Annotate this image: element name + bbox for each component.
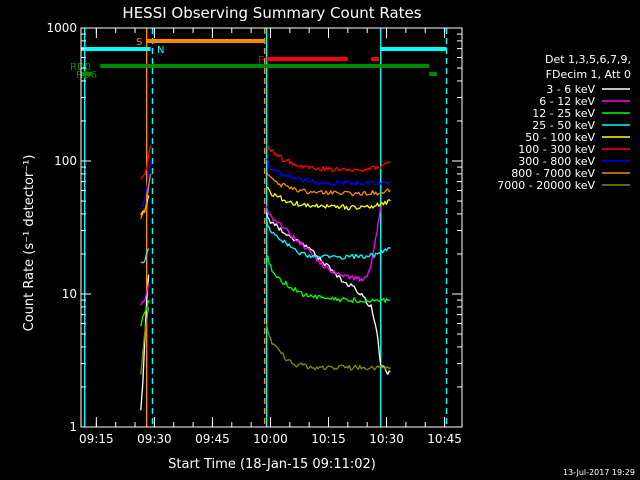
axes: 1 10 100 1000 09:15 09:30 09:45 10:00 10:15 10:30… (46, 21, 463, 446)
legend-entry-label: 300 - 800 keV (518, 155, 595, 168)
x-tick-label: 09:15 (79, 432, 114, 446)
legend-header-line2: FDecim 1, Att 0 (546, 68, 631, 81)
flag-bar-rd0 (100, 64, 430, 68)
series-line-6 (266, 158, 391, 187)
series-lines (140, 144, 391, 411)
plot-area (84, 28, 448, 427)
flag-bar-n (81, 47, 151, 51)
series-line-8 (140, 306, 150, 375)
y-tick-label: 100 (54, 154, 77, 168)
series-line-8 (265, 323, 391, 371)
series-line-2 (266, 255, 391, 304)
flag-label-f: F (258, 55, 264, 66)
legend-entry-label: 25 - 50 keV (532, 119, 595, 132)
series-line-2 (140, 299, 150, 327)
y-tick-label: 1000 (46, 21, 77, 35)
series-line-6 (140, 160, 152, 208)
series-line-7 (266, 171, 391, 197)
plot-frame (80, 27, 463, 428)
series-line-7 (140, 173, 152, 219)
x-tick-label: 09:30 (137, 432, 172, 446)
flag-bar-n (380, 47, 447, 51)
series-line-5 (266, 144, 391, 173)
flag-bar-f (371, 57, 379, 61)
x-tick-label: 10:00 (253, 432, 288, 446)
flag-bar-rd6 (429, 72, 437, 76)
series-line-3 (265, 220, 391, 260)
series-line-0 (265, 212, 391, 375)
flag-label-s: S (136, 37, 142, 48)
y-axis-label: Count Rate (s⁻¹ detector⁻¹) (22, 155, 37, 332)
series-line-1 (140, 283, 150, 306)
series-line-1 (265, 205, 382, 282)
x-tick-label: 10:45 (427, 432, 462, 446)
x-tick-label: 09:45 (195, 432, 230, 446)
flag-bar-rd6 (81, 72, 93, 76)
x-tick-label: 10:30 (369, 432, 404, 446)
legend-entry-label: 12 - 25 keV (532, 107, 595, 120)
legend-entry-label: 6 - 12 keV (539, 95, 595, 108)
flag-bar-s (146, 39, 265, 43)
chart-title: HESSI Observing Summary Count Rates (122, 4, 421, 22)
flag-label-rd6: RD6 (76, 70, 97, 81)
legend-entry-label: 3 - 6 keV (546, 83, 595, 96)
x-tick-label: 10:15 (311, 432, 346, 446)
legend-entry-label: 7000 - 20000 keV (497, 179, 595, 192)
legend-header-line1: Det 1,3,5,6,7,9, (545, 53, 631, 66)
footer-date: 13-Jul-2017 19:29 (563, 468, 635, 477)
legend-entry-label: 50 - 100 keV (525, 131, 595, 144)
y-tick-label: 10 (62, 287, 77, 301)
x-axis-label: Start Time (18-Jan-15 09:11:02) (168, 457, 376, 472)
series-line-3 (140, 248, 150, 264)
legend-entry-label: 100 - 300 keV (518, 143, 595, 156)
series-line-4 (266, 186, 391, 211)
flag-bar-f (266, 57, 348, 61)
flag-label-n: N (157, 45, 164, 56)
legend: Det 1,3,5,6,7,9, FDecim 1, Att 0 3 - 6 k… (497, 53, 631, 192)
legend-entry-label: 800 - 7000 keV (511, 167, 595, 180)
y-tick-label: 1 (69, 420, 77, 434)
series-line-5 (140, 145, 152, 180)
